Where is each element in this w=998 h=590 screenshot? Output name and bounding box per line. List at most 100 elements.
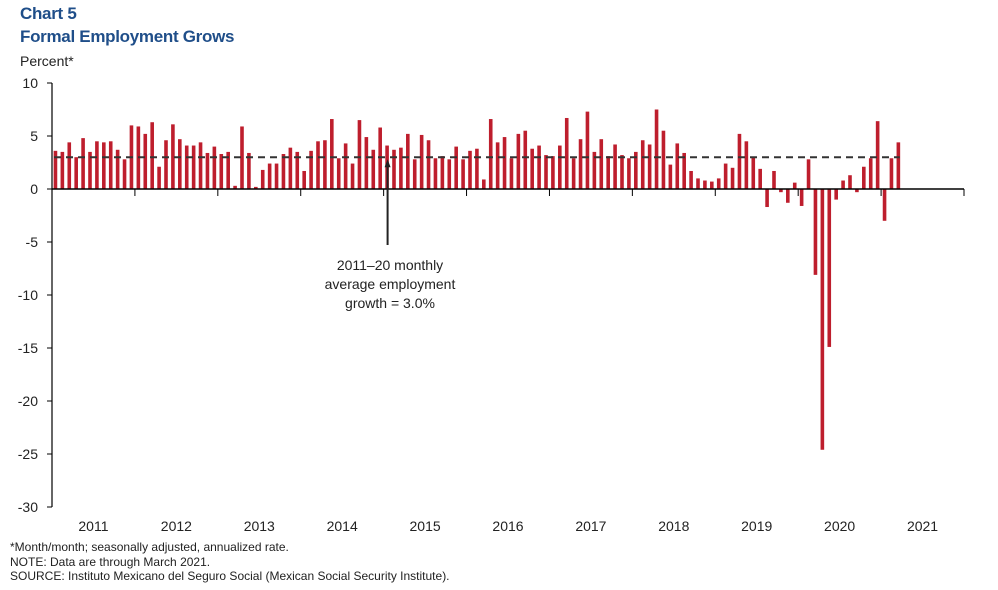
x-tick-label: 2015 <box>410 518 441 534</box>
bar <box>813 189 818 275</box>
bar <box>551 156 555 189</box>
bar <box>675 143 680 189</box>
bar <box>406 133 410 189</box>
chart-notes: *Month/month; seasonally adjusted, annua… <box>10 540 450 584</box>
bar <box>703 180 707 189</box>
bar <box>848 175 852 189</box>
bar <box>875 121 880 189</box>
bar <box>60 151 65 189</box>
bar <box>281 154 286 189</box>
bar <box>530 148 534 189</box>
bar <box>447 159 452 189</box>
bar <box>67 142 72 189</box>
bar <box>564 117 569 189</box>
y-tick-label: -30 <box>18 499 38 515</box>
bar <box>710 181 714 189</box>
bar <box>343 143 348 189</box>
bar <box>696 178 700 189</box>
bar <box>226 151 230 189</box>
bar <box>433 158 438 189</box>
bar <box>502 137 507 189</box>
bar <box>627 158 631 189</box>
arrow-head-icon <box>384 159 391 168</box>
bar <box>108 141 113 189</box>
bar <box>309 150 313 189</box>
bar <box>171 124 175 189</box>
bar <box>640 140 645 189</box>
bar <box>668 164 673 189</box>
bar <box>88 151 92 189</box>
bar <box>516 133 521 189</box>
bar <box>205 152 210 189</box>
bar <box>426 140 431 189</box>
bar <box>723 163 728 189</box>
bar <box>765 189 769 208</box>
bar <box>806 159 811 189</box>
bar <box>475 148 479 189</box>
bar <box>620 155 624 189</box>
bar <box>592 151 597 189</box>
x-axis-labels: 2011 2012 2013 2014 2015 2016 2017 2018 2019 2020… <box>78 518 938 534</box>
bar <box>378 127 382 189</box>
bar <box>855 189 859 193</box>
bar <box>862 166 866 189</box>
bar <box>288 147 293 189</box>
bar <box>295 151 300 189</box>
bar <box>509 158 514 189</box>
bar <box>399 147 403 189</box>
y-tick-label: -5 <box>26 234 39 250</box>
bar <box>468 150 472 189</box>
bar <box>178 139 182 189</box>
bar <box>219 154 224 189</box>
bar <box>95 141 99 189</box>
annotation: 2011–20 monthly average employment growth … <box>325 159 455 311</box>
bar <box>834 189 838 200</box>
bar <box>841 180 845 189</box>
bar <box>454 146 458 189</box>
bar <box>412 159 417 189</box>
annotation-text: 2011–20 monthly <box>337 257 443 273</box>
bar <box>751 157 756 189</box>
bar <box>247 152 251 189</box>
bar <box>661 130 666 189</box>
y-axis-unit-label: Percent* <box>20 53 74 69</box>
x-tick-label: 2017 <box>575 518 606 534</box>
bar <box>744 141 749 189</box>
bar <box>122 159 127 189</box>
bar <box>115 149 120 189</box>
y-tick-label: -20 <box>18 393 38 409</box>
bar <box>689 170 693 189</box>
bar <box>302 170 306 189</box>
y-tick-label: 10 <box>22 75 38 91</box>
x-tick-label: 2016 <box>492 518 523 534</box>
bar <box>419 134 424 189</box>
bar <box>599 139 604 189</box>
bar <box>316 141 320 189</box>
annotation-text: growth = 3.0% <box>345 295 435 311</box>
bar <box>772 170 776 189</box>
bar <box>260 169 265 189</box>
bar <box>336 158 341 189</box>
bar <box>544 155 548 189</box>
bar <box>647 144 652 189</box>
bar <box>786 189 790 203</box>
bar <box>150 122 154 189</box>
bar <box>81 138 85 189</box>
x-tick-label: 2011 <box>78 518 108 534</box>
bar <box>792 182 797 189</box>
bar <box>240 126 244 189</box>
bar <box>184 145 189 189</box>
bar <box>233 185 237 189</box>
bar <box>323 140 327 189</box>
bar <box>102 142 106 189</box>
bar <box>716 178 721 189</box>
y-tick-label: -10 <box>18 287 38 303</box>
bar <box>482 179 486 189</box>
bar <box>682 152 686 189</box>
bar <box>820 189 825 450</box>
bar <box>74 157 78 189</box>
chart-title: Formal Employment Grows <box>20 27 235 46</box>
y-tick-label: 5 <box>30 128 38 144</box>
bar <box>896 142 901 189</box>
bar <box>882 189 887 221</box>
